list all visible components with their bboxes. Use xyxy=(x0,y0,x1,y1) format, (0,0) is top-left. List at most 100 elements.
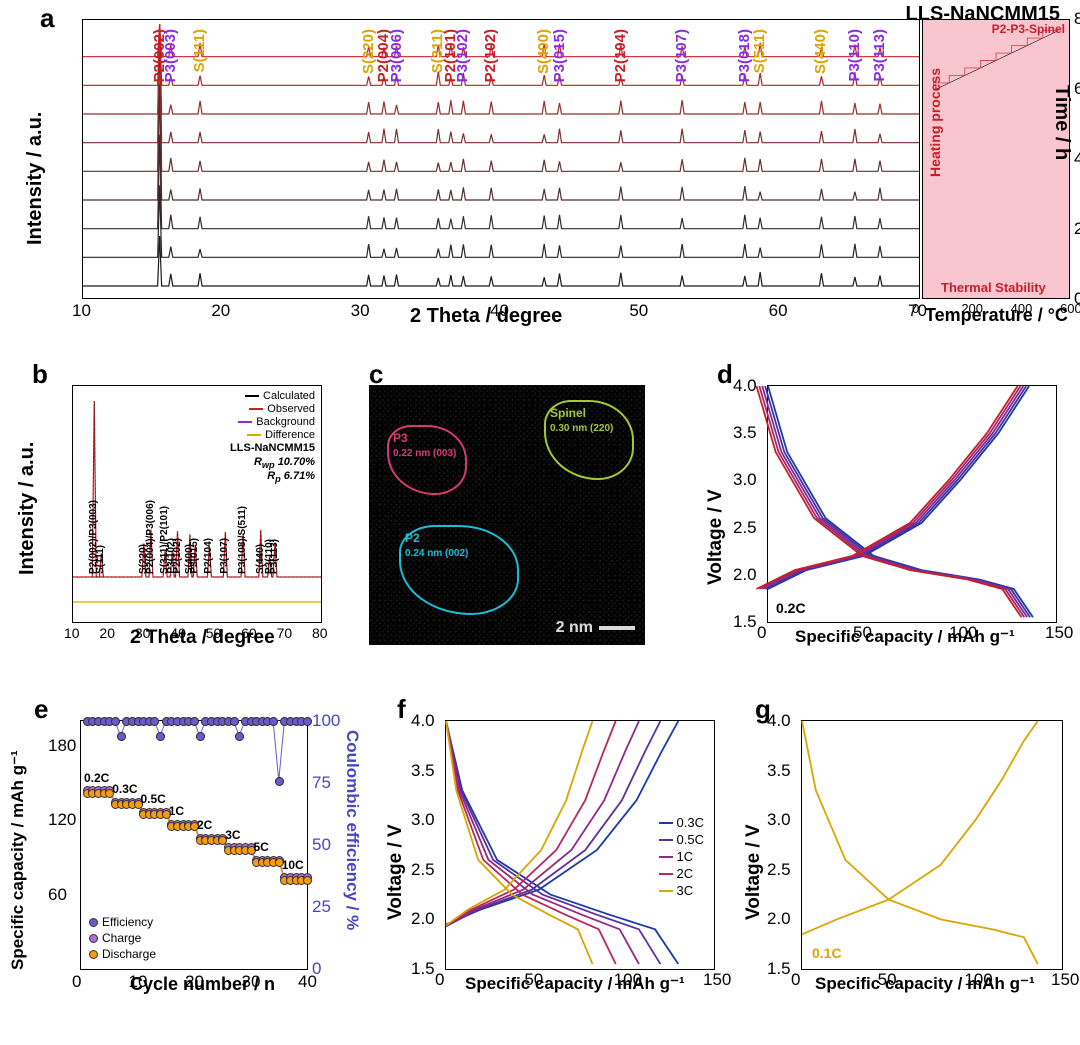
panel-b-letter: b xyxy=(32,359,48,390)
legend-item: Observed xyxy=(249,403,315,415)
peak-label: P3(102) xyxy=(454,29,471,82)
a-right-xlabel: Temperature / °C xyxy=(925,305,1068,326)
eff-point xyxy=(156,732,165,741)
peak-label: S(111) xyxy=(191,29,208,72)
eff-point xyxy=(117,732,126,741)
d-ytick: 2.5 xyxy=(733,518,757,538)
e-ylabel-left: Specific capacity / mAh g⁻¹ xyxy=(8,730,28,970)
scalebar: 2 nm xyxy=(556,619,635,637)
g-xlabel: Specific capacity / mAh g⁻¹ xyxy=(815,974,1035,994)
a-xlabel: 2 Theta / degree xyxy=(410,305,562,328)
legend-item: Efficiency xyxy=(89,915,156,929)
xtick: 20 xyxy=(211,301,230,321)
thermal-xtick: 200 xyxy=(961,301,983,316)
scalebar-text: 2 nm xyxy=(556,619,593,637)
xtick: 50 xyxy=(629,301,648,321)
e-yrtick: 75 xyxy=(312,773,331,793)
legend-item: Discharge xyxy=(89,947,156,961)
b-peak-label: P2(102) xyxy=(172,538,183,574)
g-ytick: 2.5 xyxy=(767,860,791,880)
b-xtick: 10 xyxy=(64,625,80,641)
peak-label: P3(015) xyxy=(551,29,568,82)
d-ytick: 3.5 xyxy=(733,423,757,443)
rate-step-label: 0.3C xyxy=(112,782,137,796)
eff-point xyxy=(196,732,205,741)
thermal-bottom: Thermal Stability xyxy=(941,280,1046,295)
g-ytick: 1.5 xyxy=(767,959,791,979)
g-xtick: 100 xyxy=(964,970,992,990)
e-yrtick: 100 xyxy=(312,711,340,731)
legend-item: 1C xyxy=(659,849,704,864)
panel-g: g Voltage / V 0.1C Specific capacity / m… xyxy=(745,700,1075,1020)
d-plot: 0.2C xyxy=(767,385,1057,623)
panel-c: c P30.22 nm (003)P20.24 nm (002)Spinel0.… xyxy=(355,365,655,665)
thermal-top: P2-P3-Spinel xyxy=(992,22,1065,36)
b-peak-label: P3(107) xyxy=(219,538,230,574)
b-peak-label: P2(002)/P3(003) xyxy=(88,500,99,574)
panel-e: e Specific capacity / mAh g⁻¹ Efficiency… xyxy=(10,700,360,1020)
xrd-traces xyxy=(83,20,919,298)
b-peak-label: P3(015) xyxy=(189,538,200,574)
tem-region-label: Spinel0.30 nm (220) xyxy=(550,406,613,434)
b-rp: Rp 6.71% xyxy=(267,470,315,484)
g-curves xyxy=(802,721,1062,969)
d-xlabel: Specific capacity / mAh g⁻¹ xyxy=(795,627,1015,647)
b-xtick: 50 xyxy=(206,625,222,641)
legend-item: 3C xyxy=(659,883,704,898)
rate-capability-plot: EfficiencyChargeDischarge 0.2C0.3C0.5C1C… xyxy=(80,720,308,970)
panel-b: b Intensity / a.u. CalculatedObservedBac… xyxy=(10,365,330,665)
e-yltick: 120 xyxy=(48,810,76,830)
rate-step-label: 3C xyxy=(225,828,240,842)
d-ytick: 1.5 xyxy=(733,612,757,632)
rate-step-label: 1C xyxy=(169,804,184,818)
rate-step-label: 0.5C xyxy=(140,792,165,806)
thermal-ytick: 2 xyxy=(1074,219,1080,239)
e-legend: Efficiency Charge Discharge xyxy=(89,913,156,961)
xtick: 40 xyxy=(490,301,509,321)
e-yrtick: 25 xyxy=(312,897,331,917)
f-ytick: 3.5 xyxy=(411,761,435,781)
f-ytick: 1.5 xyxy=(411,959,435,979)
f-ytick: 4.0 xyxy=(411,711,435,731)
d-ytick: 2.0 xyxy=(733,565,757,585)
b-peak-label: P3(108)/S(511) xyxy=(237,506,248,574)
e-yrtick: 50 xyxy=(312,835,331,855)
f-xtick: 150 xyxy=(703,970,731,990)
thermal-ytick: 4 xyxy=(1074,149,1080,169)
f-plot: 0.3C0.5C1C2C3C xyxy=(445,720,715,970)
b-peak-label: P3(113) xyxy=(269,539,280,574)
legend-item: 0.5C xyxy=(659,832,704,847)
tem-region-label: P30.22 nm (003) xyxy=(393,431,456,459)
g-rate: 0.1C xyxy=(812,945,842,961)
thermal-step-curve xyxy=(931,28,1061,93)
eff-point xyxy=(303,717,312,726)
b-xtick: 60 xyxy=(241,625,257,641)
g-xtick: 50 xyxy=(878,970,897,990)
d-ytick: 4.0 xyxy=(733,376,757,396)
peak-label: P3(107) xyxy=(673,29,690,82)
d-xtick: 150 xyxy=(1045,623,1073,643)
legend-item: Charge xyxy=(89,931,156,945)
d-ylabel: Voltage / V xyxy=(705,445,727,585)
legend-item: Difference xyxy=(247,429,315,441)
thermal-ytick: 6 xyxy=(1074,79,1080,99)
peak-label: P2(102) xyxy=(482,29,499,82)
legend-item: Background xyxy=(238,416,315,428)
a-right-ylabel: Time / h xyxy=(1050,85,1073,245)
panel-f: f Voltage / V 0.3C0.5C1C2C3C Specific ca… xyxy=(385,700,725,1020)
f-xtick: 100 xyxy=(614,970,642,990)
g-ytick: 3.0 xyxy=(767,810,791,830)
f-ytick: 2.0 xyxy=(411,909,435,929)
e-xtick: 0 xyxy=(72,972,81,992)
peak-label: P3(006) xyxy=(388,29,405,82)
b-xtick: 20 xyxy=(99,625,115,641)
peak-label: S(511) xyxy=(751,29,768,73)
thermal-ytick: 0 xyxy=(1074,289,1080,309)
panel-d: d Voltage / V 0.2C Specific capacity / m… xyxy=(705,365,1065,665)
f-xlabel: Specific capacity / mAh g⁻¹ xyxy=(465,974,685,994)
d-xtick: 0 xyxy=(757,623,766,643)
panel-f-letter: f xyxy=(397,694,406,725)
panel-e-letter: e xyxy=(34,694,48,725)
xtick: 30 xyxy=(351,301,370,321)
peak-label: P3(110) xyxy=(846,29,863,82)
